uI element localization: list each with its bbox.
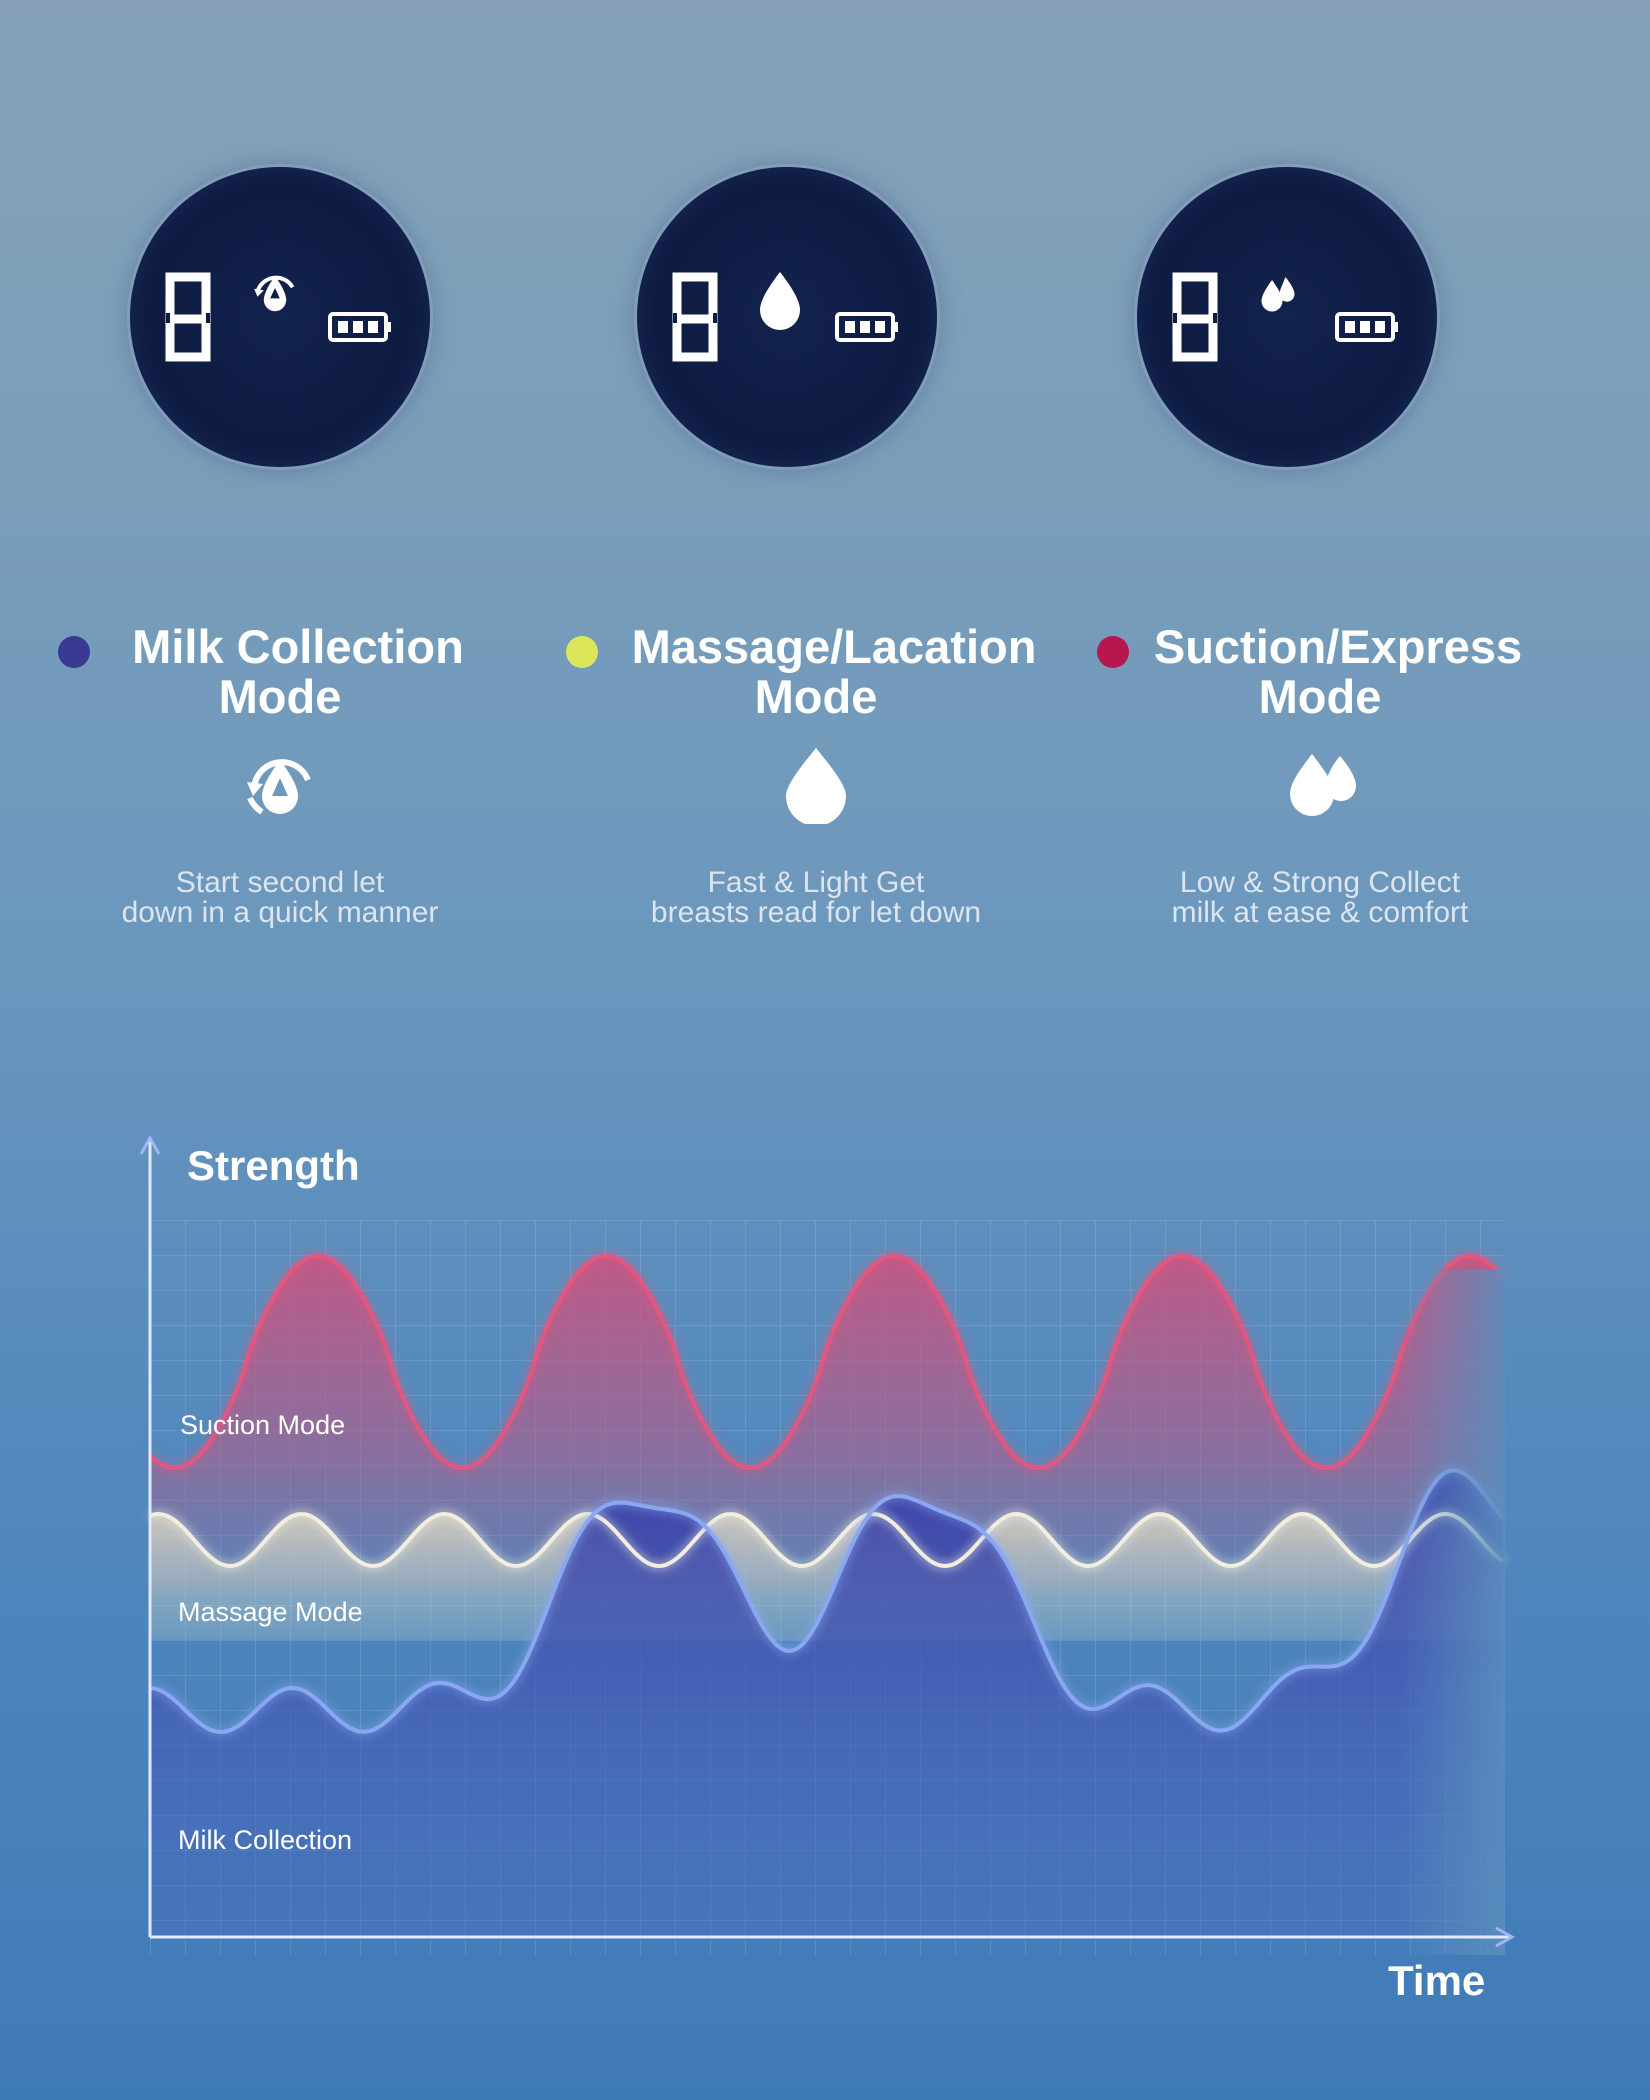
mode-title-line1: Milk Collection xyxy=(132,620,464,673)
milk-collection-area xyxy=(150,1470,1505,1937)
mode-desc-line2: milk at ease & comfort xyxy=(1171,896,1469,929)
mode-title: Suction/Express Mode xyxy=(1060,622,1580,722)
battery-icon xyxy=(328,312,391,342)
mode-title-line2: Mode xyxy=(1258,670,1382,723)
x-axis xyxy=(150,1926,1516,1948)
double-drop-icon xyxy=(1290,754,1356,816)
mode-desc-line1: Low & Strong Collect xyxy=(1179,866,1461,899)
battery-icon xyxy=(835,312,898,342)
milk-collection-curve xyxy=(149,1468,1505,1735)
legend-dot-suction xyxy=(1097,636,1129,668)
suction-mode-area xyxy=(150,1256,1505,1590)
mode-desc-line2: down in a quick manner xyxy=(121,896,439,929)
milk-collection-icon xyxy=(254,275,295,312)
double-drop-icon xyxy=(1261,277,1295,312)
single-drop-icon xyxy=(786,748,846,824)
mode-desc-line1: Fast & Light Get xyxy=(707,866,925,899)
mode-desc-line2: breasts read for let down xyxy=(650,896,982,929)
mode-title: Massage/Lacation Mode xyxy=(556,622,1076,722)
mode-milk-collection: Milk Collection Mode Start second let do… xyxy=(20,622,540,928)
mode-description: Low & Strong Collect milk at ease & comf… xyxy=(1060,868,1580,928)
mode-massage: Massage/Lacation Mode Fast & Light Get b… xyxy=(556,622,1076,928)
suction-mode-label: Suction Mode xyxy=(180,1410,345,1440)
mode-title-line1: Massage/Lacation xyxy=(631,620,1037,673)
fade-overlay xyxy=(1400,1270,1505,1955)
milk-collection-label: Milk Collection xyxy=(178,1825,352,1855)
legend-dot-massage xyxy=(566,636,598,668)
legend-dot-milk-collection xyxy=(58,636,90,668)
x-axis-label: Time xyxy=(1388,1957,1485,2004)
suction-mode-curve xyxy=(148,1253,1505,1471)
y-axis-label: Strength xyxy=(187,1142,360,1189)
massage-mode-curve xyxy=(149,1511,1505,1569)
display-massage: 8 xyxy=(637,167,937,467)
seven-segment-digit: 8 xyxy=(672,272,718,362)
milk-collection-icon xyxy=(247,759,311,815)
mode-title: Milk Collection Mode xyxy=(20,622,540,722)
mode-title-line1: Suction/Express xyxy=(1153,620,1523,673)
mode-desc-line1: Start second let xyxy=(175,866,385,899)
seven-segment-digit: 8 xyxy=(1172,272,1218,362)
seven-segment-digit: 8 xyxy=(165,272,211,362)
single-drop-icon xyxy=(760,272,800,330)
x-axis-arrow-icon xyxy=(1495,1926,1516,1948)
mode-title-line2: Mode xyxy=(754,670,878,723)
massage-mode-label: Massage Mode xyxy=(178,1597,363,1627)
mode-title-line2: Mode xyxy=(218,670,342,723)
battery-icon xyxy=(1335,312,1398,342)
y-axis xyxy=(139,1134,161,1937)
display-suction: 8 xyxy=(1137,167,1437,467)
display-milk-collection: 8 xyxy=(130,167,430,467)
mode-description: Fast & Light Get breasts read for let do… xyxy=(556,868,1076,928)
massage-mode-area xyxy=(150,1514,1505,1640)
strength-time-diagram: Strength Time Suction Mode Massage Mode … xyxy=(139,1134,1516,2004)
mode-suction: Suction/Express Mode Low & Strong Collec… xyxy=(1060,622,1580,928)
y-axis-arrow-icon xyxy=(139,1134,161,1155)
display-row: 8 8 xyxy=(0,0,1650,500)
mode-description: Start second let down in a quick manner xyxy=(20,868,540,928)
